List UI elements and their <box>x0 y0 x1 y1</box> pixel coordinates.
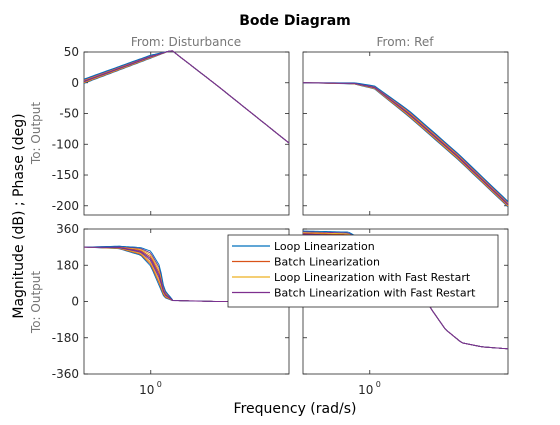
legend-entry-2: Batch Linearization <box>274 256 380 269</box>
legend-box <box>227 234 499 308</box>
legend-entry-4: Batch Linearization with Fast Restart <box>274 287 476 300</box>
x-tick-label-exponent: 0 <box>376 380 381 389</box>
y-tick-label: 0 <box>71 295 79 309</box>
chart-title: Bode Diagram <box>239 13 351 29</box>
y-tick-label: -150 <box>52 168 79 182</box>
y-tick-label: 360 <box>56 222 79 236</box>
chart-legend: Loop Linearization Batch Linearization Loo… <box>227 234 499 308</box>
column-label-disturbance: From: Disturbance <box>131 35 241 49</box>
series-line-batch-fast-restart <box>83 50 290 144</box>
x-axis-label: Frequency (rad/s) <box>234 401 357 417</box>
y-tick-label: -180 <box>52 331 79 345</box>
column-label-ref: From: Ref <box>377 35 435 49</box>
y-tick-label: -50 <box>59 107 79 121</box>
x-tick-label: 10 <box>139 383 154 397</box>
panel-magnitude-ref <box>302 82 509 208</box>
axes-frame-r0-c1 <box>302 51 509 216</box>
y-axis-label: Magnitude (dB) ; Phase (deg) <box>11 113 27 318</box>
y-tick-label: 0 <box>71 76 79 90</box>
series-line-batch-fast-restart <box>303 82 509 205</box>
y-tick-label: -200 <box>52 199 79 213</box>
legend-entry-3: Loop Linearization with Fast Restart <box>274 271 471 284</box>
row-label-magnitude: To: Output <box>29 102 43 165</box>
axes-frame-r0-c0 <box>83 51 290 216</box>
y-tick-label: -360 <box>52 367 79 381</box>
x-tick-label-exponent: 0 <box>157 380 162 389</box>
panel-magnitude-disturbance <box>83 50 290 144</box>
row-label-phase: To: Output <box>29 271 43 334</box>
legend-entry-1: Loop Linearization <box>274 240 375 253</box>
x-tick-label: 10 <box>358 383 373 397</box>
y-tick-label: 180 <box>56 258 79 272</box>
y-tick-label: 50 <box>64 45 79 59</box>
y-tick-label: -100 <box>52 137 79 151</box>
